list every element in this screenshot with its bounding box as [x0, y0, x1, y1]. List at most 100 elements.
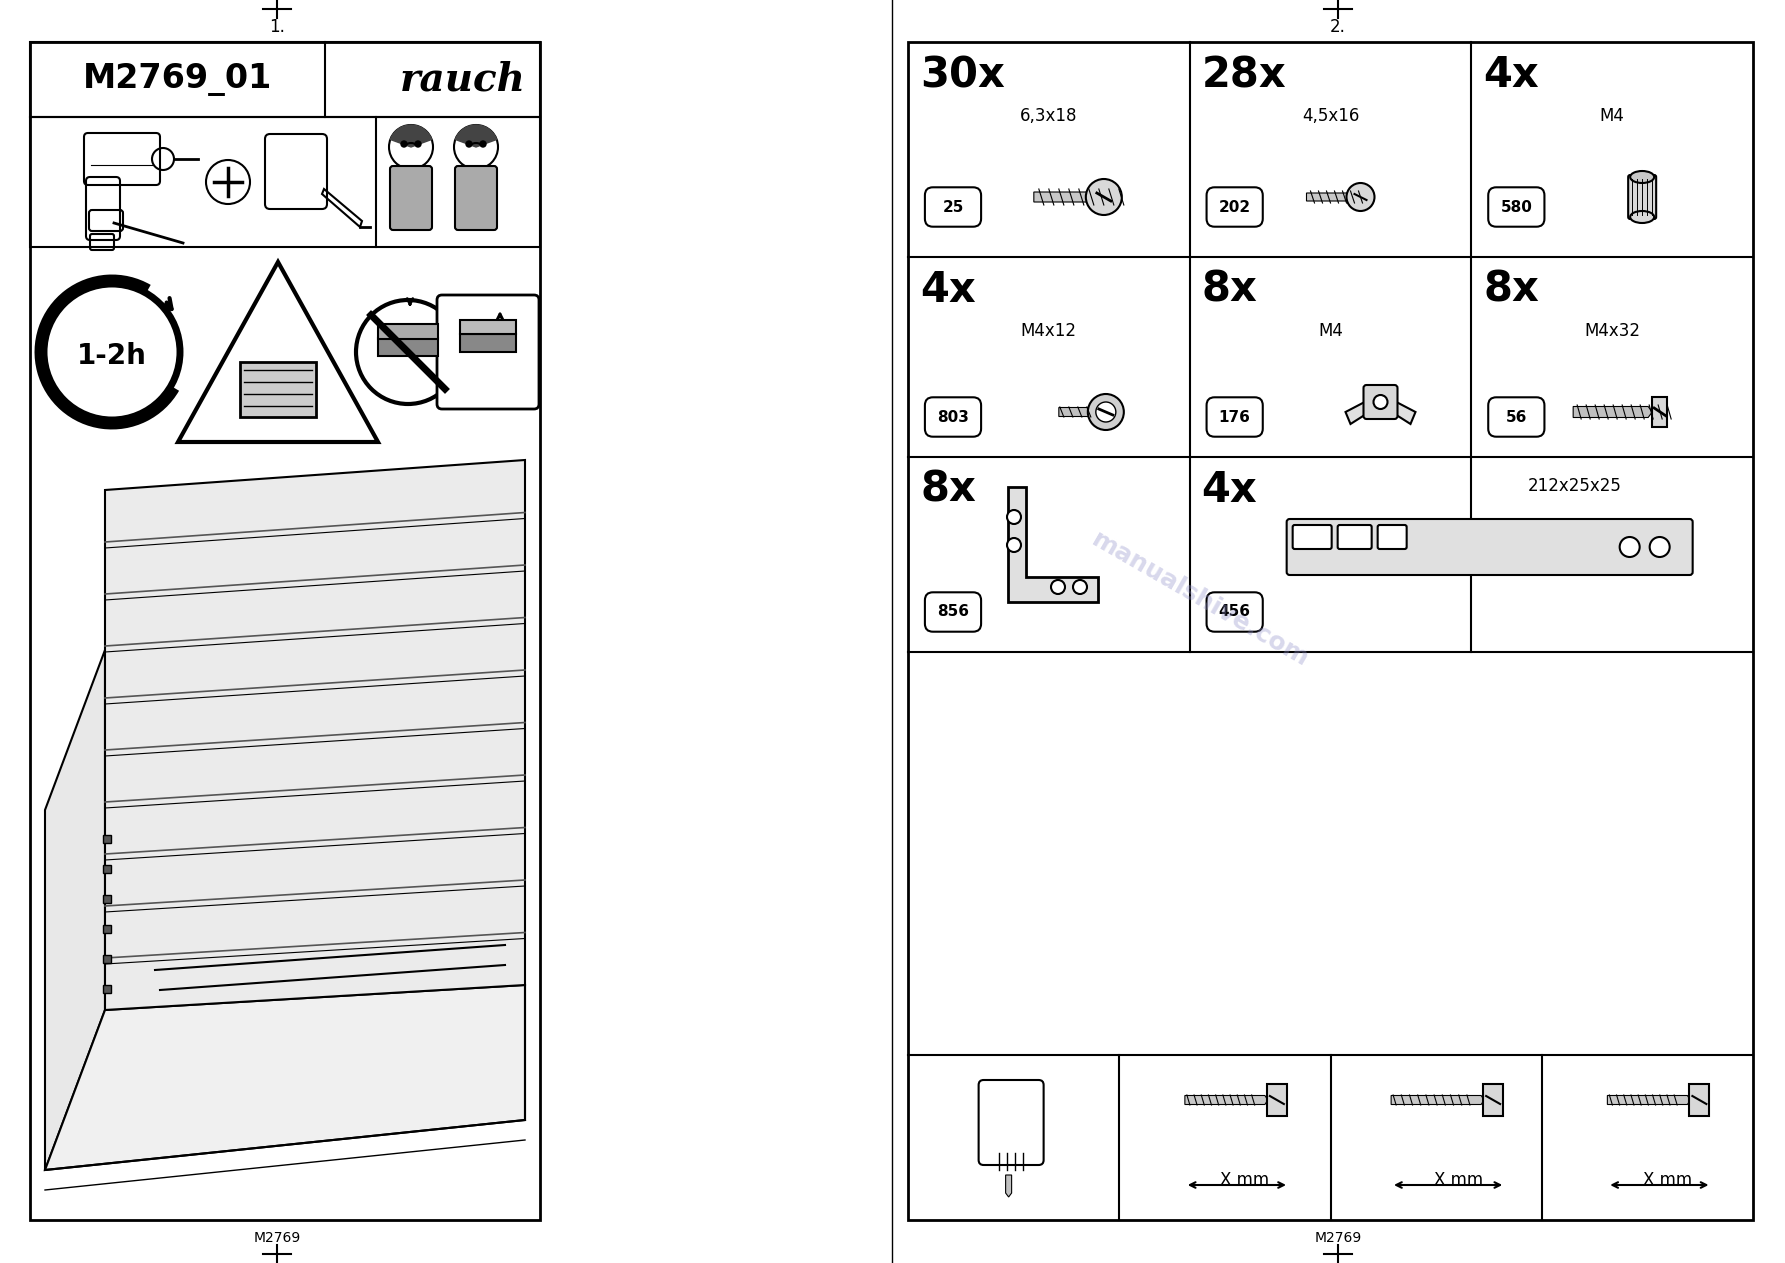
FancyBboxPatch shape — [1292, 525, 1332, 549]
Text: manualshive.com: manualshive.com — [1087, 528, 1314, 672]
Circle shape — [45, 284, 180, 421]
FancyArrow shape — [1391, 1095, 1483, 1105]
FancyBboxPatch shape — [1364, 385, 1398, 419]
Bar — [378, 325, 437, 338]
FancyBboxPatch shape — [1489, 398, 1544, 437]
Text: 1.: 1. — [270, 18, 286, 37]
Text: M4: M4 — [1599, 107, 1624, 125]
Bar — [461, 333, 516, 352]
Text: M4x12: M4x12 — [1021, 322, 1076, 340]
FancyBboxPatch shape — [925, 187, 982, 226]
FancyBboxPatch shape — [925, 592, 982, 632]
Bar — [104, 955, 111, 962]
Text: 8x: 8x — [919, 469, 976, 512]
Polygon shape — [1267, 1084, 1287, 1116]
Bar — [104, 925, 111, 933]
Text: 56: 56 — [1505, 409, 1526, 424]
FancyBboxPatch shape — [389, 165, 432, 230]
Text: 2.: 2. — [1330, 18, 1346, 37]
Circle shape — [1007, 510, 1021, 524]
FancyBboxPatch shape — [1207, 592, 1262, 632]
Bar — [909, 42, 1753, 1220]
FancyBboxPatch shape — [1628, 176, 1656, 218]
Bar — [104, 985, 111, 993]
Text: 30x: 30x — [919, 54, 1005, 96]
Polygon shape — [1389, 400, 1416, 424]
Polygon shape — [45, 985, 525, 1170]
Text: 4x: 4x — [1201, 469, 1257, 512]
Ellipse shape — [1096, 402, 1116, 422]
Circle shape — [480, 141, 486, 147]
Text: 4x: 4x — [1483, 54, 1539, 96]
Bar — [104, 865, 111, 873]
Text: 456: 456 — [1219, 605, 1251, 619]
Text: 25: 25 — [942, 200, 964, 215]
Text: 212x25x25: 212x25x25 — [1528, 477, 1621, 495]
Circle shape — [1619, 537, 1640, 557]
Polygon shape — [1483, 1084, 1503, 1116]
Text: 4x: 4x — [919, 269, 976, 311]
Polygon shape — [1653, 397, 1667, 427]
FancyArrow shape — [1573, 407, 1653, 418]
Circle shape — [402, 141, 407, 147]
Text: M2769: M2769 — [1314, 1231, 1362, 1245]
Bar — [239, 362, 316, 417]
FancyBboxPatch shape — [455, 165, 496, 230]
Bar — [461, 320, 516, 333]
Ellipse shape — [1630, 171, 1655, 183]
Text: M2769_01: M2769_01 — [82, 63, 271, 96]
Text: M4x32: M4x32 — [1583, 322, 1640, 340]
Text: 8x: 8x — [1201, 269, 1258, 311]
Circle shape — [1346, 183, 1374, 211]
FancyArrow shape — [1005, 1175, 1012, 1197]
Ellipse shape — [1630, 211, 1655, 224]
Circle shape — [466, 141, 471, 147]
Text: M2769: M2769 — [253, 1231, 300, 1245]
Polygon shape — [45, 650, 105, 1170]
FancyArrow shape — [1185, 1095, 1267, 1105]
Circle shape — [1373, 395, 1387, 409]
FancyBboxPatch shape — [1378, 525, 1407, 549]
Text: M4: M4 — [1317, 322, 1342, 340]
Text: X mm: X mm — [1642, 1171, 1692, 1188]
Circle shape — [1051, 580, 1066, 594]
Polygon shape — [178, 261, 378, 442]
FancyArrow shape — [1059, 408, 1103, 417]
Bar — [30, 42, 541, 117]
Text: 803: 803 — [937, 409, 969, 424]
FancyBboxPatch shape — [1287, 519, 1692, 575]
FancyArrow shape — [1606, 1095, 1690, 1105]
Wedge shape — [391, 125, 432, 147]
FancyBboxPatch shape — [925, 398, 982, 437]
FancyArrow shape — [1307, 193, 1360, 201]
FancyBboxPatch shape — [1207, 398, 1262, 437]
Text: 856: 856 — [937, 605, 969, 619]
Polygon shape — [1346, 400, 1373, 424]
Bar — [378, 338, 437, 356]
Text: 28x: 28x — [1201, 54, 1287, 96]
Text: 202: 202 — [1219, 200, 1251, 215]
Circle shape — [1007, 538, 1021, 552]
Circle shape — [414, 141, 421, 147]
Text: X mm: X mm — [1433, 1171, 1483, 1188]
Circle shape — [1649, 537, 1669, 557]
FancyBboxPatch shape — [1207, 187, 1262, 226]
Circle shape — [1073, 580, 1087, 594]
Bar — [104, 835, 111, 842]
Text: 4,5x16: 4,5x16 — [1301, 107, 1358, 125]
Circle shape — [1085, 179, 1121, 215]
Text: 8x: 8x — [1483, 269, 1539, 311]
Polygon shape — [105, 460, 525, 1010]
FancyBboxPatch shape — [437, 296, 539, 409]
FancyBboxPatch shape — [1337, 525, 1371, 549]
Bar — [30, 42, 541, 1220]
Wedge shape — [455, 125, 496, 147]
Text: 1-2h: 1-2h — [77, 342, 146, 370]
Text: X mm: X mm — [1221, 1171, 1269, 1188]
Text: 580: 580 — [1501, 200, 1532, 215]
Polygon shape — [1689, 1084, 1710, 1116]
FancyArrow shape — [1034, 192, 1103, 202]
Circle shape — [355, 301, 461, 404]
Bar — [30, 117, 541, 248]
Text: rauch: rauch — [400, 61, 525, 99]
